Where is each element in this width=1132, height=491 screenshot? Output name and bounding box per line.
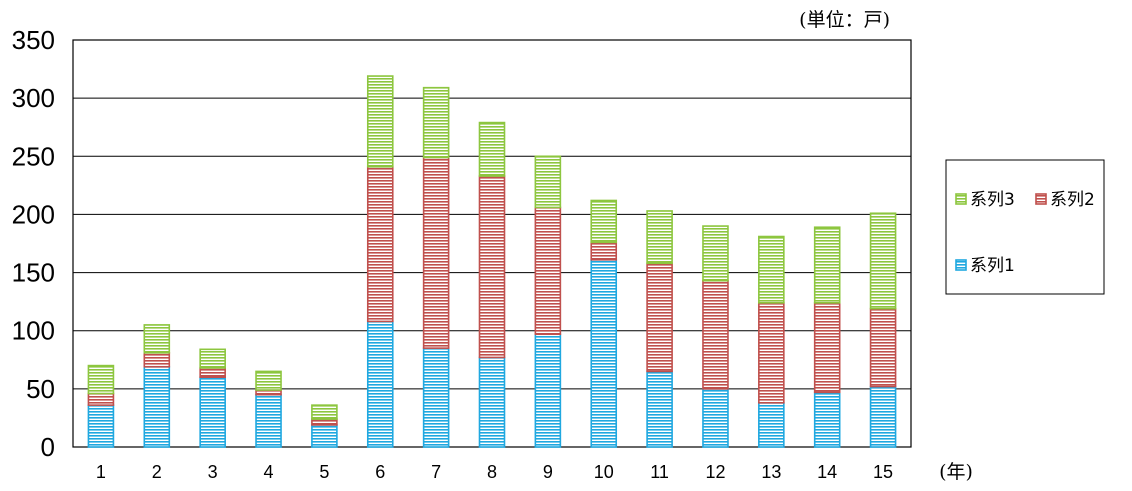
bar-segment-series-1-13 [758,402,785,448]
bar-segment-series-2-14 [813,302,841,394]
bar-segment-series-3-3 [199,348,226,369]
bar-segment-series-2-11 [646,262,673,373]
y-tick-label: 150 [12,258,55,288]
x-tick-label: 1 [96,462,106,482]
x-axis-ticks: 1 2 3 4 5 6 7 8 9 10 11 12 13 14 15 [96,462,893,482]
x-tick-label: 15 [873,462,893,482]
y-tick-label: 350 [12,25,55,55]
bar-segment-series-2-6 [366,165,394,323]
bar-segment-series-2-2 [143,352,171,368]
bar-segment-series-3-12 [702,225,729,282]
y-tick-label: 250 [12,141,55,171]
bar-segment-series-2-10 [590,241,618,261]
bar-segment-series-1-4 [255,393,282,448]
bar-segment-series-3-8 [478,121,506,177]
x-tick-label: 12 [705,462,725,482]
x-unit-label: (年) [939,461,973,483]
x-tick-label: 5 [319,462,329,482]
bar-segment-series-2-13 [758,302,785,404]
bar-segment-series-2-12 [702,279,729,390]
y-tick-label: 300 [12,83,55,113]
legend-swatch-series-1 [955,259,967,271]
bar-segment-series-1-9 [534,333,562,448]
legend: 系列3 系列2 系列1 [945,159,1105,295]
x-tick-label: 11 [650,462,669,482]
x-tick-label: 10 [594,462,614,482]
bar-segment-series-2-5 [311,418,338,426]
x-tick-label: 4 [264,462,274,482]
bar-segment-series-3-2 [143,324,171,354]
legend-swatch-series-2 [1035,193,1047,205]
bar-segment-series-3-11 [646,210,673,265]
bar-segment-series-1-6 [366,320,394,448]
bar-segment-series-2-3 [199,367,226,379]
bar-segment-series-1-7 [422,347,450,448]
bar-segment-series-1-2 [143,365,171,448]
legend-label-series-3: 系列3 [970,190,1015,210]
x-tick-label: 2 [152,462,162,482]
bars [87,75,897,448]
bar-segment-series-2-9 [534,206,562,336]
bar-segment-series-3-6 [366,75,394,168]
bar-segment-series-3-15 [869,212,897,310]
bar-segment-series-1-14 [813,391,841,448]
bar-segment-series-3-13 [758,235,785,304]
x-tick-label: 6 [375,462,385,482]
bar-segment-series-1-5 [311,424,338,448]
bar-segment-series-2-1 [87,392,115,406]
bar-segment-series-1-3 [199,376,226,448]
x-tick-label: 7 [431,462,441,482]
unit-label: (単位：戸) [799,9,890,31]
bar-segment-series-3-9 [534,155,562,209]
bar-segment-series-3-7 [422,86,450,159]
bar-segment-series-3-1 [87,364,115,395]
x-tick-label: 3 [208,462,218,482]
bar-segment-series-3-14 [813,226,841,304]
y-axis-ticks: 0 50 100 150 200 250 300 350 [12,25,55,462]
x-tick-label: 9 [543,462,553,482]
y-tick-label: 0 [41,432,55,462]
bar-segment-series-1-11 [646,370,673,448]
y-tick-label: 100 [12,316,55,346]
x-tick-label: 8 [487,462,497,482]
bar-segment-series-3-10 [590,199,618,244]
x-tick-label: 13 [761,462,781,482]
legend-box [945,159,1105,295]
bar-segment-series-1-15 [869,385,897,448]
bar-segment-series-3-5 [311,404,338,420]
x-tick-label: 14 [817,462,837,482]
bar-segment-series-2-7 [422,156,450,349]
bar-segment-series-1-12 [702,388,729,448]
legend-swatch-series-3 [955,193,967,205]
bar-segment-series-2-8 [478,175,506,359]
legend-label-series-1: 系列1 [970,256,1015,276]
bar-segment-series-1-1 [87,404,115,448]
legend-label-series-2: 系列2 [1050,190,1095,210]
y-tick-label: 50 [26,374,55,404]
y-tick-label: 200 [12,199,55,229]
bar-segment-series-3-4 [255,370,282,391]
bar-segment-series-1-8 [478,356,506,448]
bar-segment-series-2-15 [869,307,897,388]
bar-segment-series-1-10 [590,258,618,448]
